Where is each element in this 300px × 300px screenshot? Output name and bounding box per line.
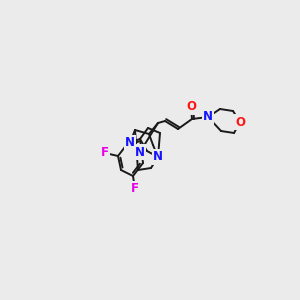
Text: O: O <box>186 100 196 113</box>
Text: N: N <box>203 110 213 124</box>
Text: F: F <box>101 146 109 160</box>
Text: O: O <box>235 116 245 128</box>
Text: N: N <box>135 146 145 158</box>
Text: N: N <box>153 151 163 164</box>
Text: F: F <box>131 182 139 196</box>
Text: N: N <box>125 136 135 149</box>
